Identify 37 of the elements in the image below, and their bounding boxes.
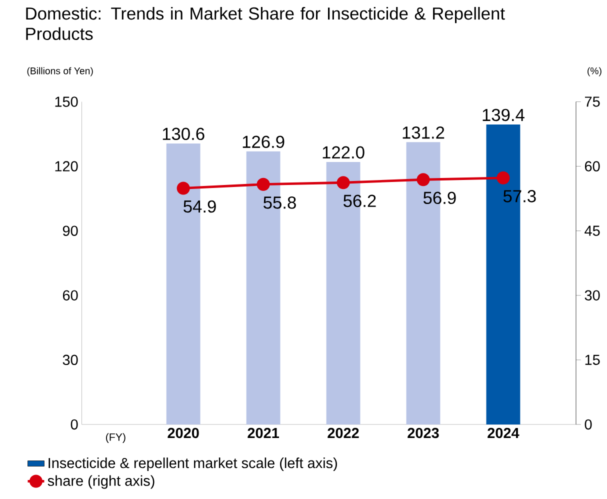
y-axis-title: (Billions of Yen): [27, 67, 93, 76]
data-label: 54.9: [184, 200, 216, 213]
y-tick-label: 120: [55, 161, 78, 172]
data-label: 55.8: [264, 196, 296, 209]
point: [256, 178, 270, 191]
y-tick-label: 0: [70, 419, 78, 430]
y2-tick-label: 15: [585, 354, 600, 365]
x-tick-label: 2024: [488, 428, 520, 438]
y2-axis-title: (%): [588, 67, 602, 76]
data-label: 56.2: [344, 194, 376, 208]
y2-tick-label: 45: [584, 226, 600, 236]
point: [336, 176, 350, 190]
data-label: 131.2: [402, 126, 444, 139]
point: [496, 171, 510, 184]
y-tick-label: 60: [62, 290, 78, 300]
chart-title: Domestic: Trends in Market Share for Insecticide & Repellent Products: [26, 6, 505, 40]
data-label: 122.0: [322, 146, 364, 159]
y2-tick-label: 0: [584, 419, 592, 430]
x-axis-title: (FY): [106, 433, 126, 443]
data-label: 130.6: [162, 128, 204, 140]
data-label: 139.4: [482, 108, 524, 122]
y2-tick-label: 30: [584, 290, 600, 300]
point: [416, 173, 430, 186]
point: [176, 182, 190, 195]
y2-tick-label: 60: [585, 161, 600, 172]
x-tick-label: 2021: [248, 428, 279, 438]
y-tick-label: 90: [62, 226, 78, 236]
legend-label: Insecticide & repellent market scale (left axis): [48, 458, 337, 471]
data-label: 56.9: [423, 192, 456, 204]
y-tick-label: 30: [62, 354, 78, 365]
x-tick-label: 2020: [168, 428, 199, 438]
x-tick-label: 2023: [408, 428, 439, 438]
x-tick-label: 2022: [328, 428, 359, 438]
legend-label: share (right axis): [48, 475, 154, 489]
data-label: 126.9: [242, 136, 284, 148]
y-tick-label: 150: [55, 96, 78, 107]
y2-tick-label: 75: [585, 96, 600, 107]
